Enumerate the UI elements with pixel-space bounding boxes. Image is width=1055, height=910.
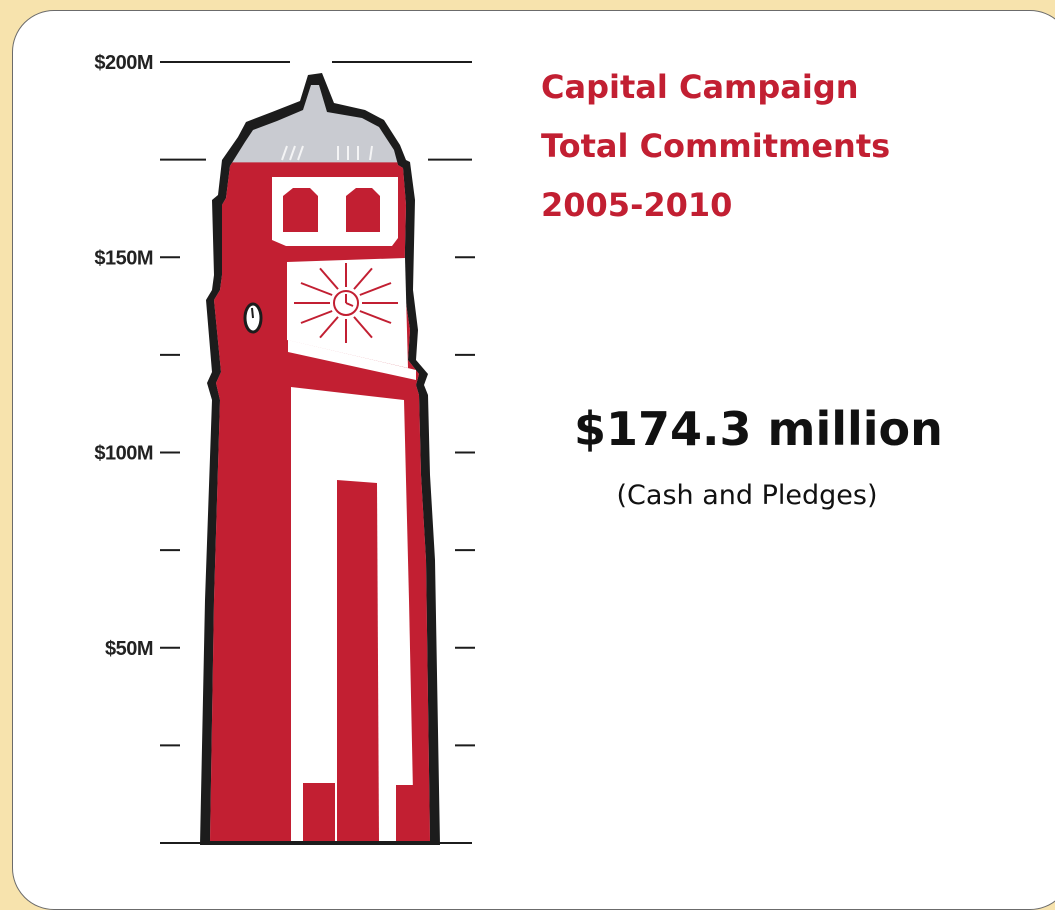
clock-hand xyxy=(345,302,354,307)
tick-label: $50M xyxy=(105,638,153,660)
tick-label: $150M xyxy=(94,247,153,269)
clock-ray xyxy=(359,310,392,324)
total-value: $174.3 million xyxy=(574,402,943,456)
belfry-window-right xyxy=(346,188,380,232)
title-line-2: Total Commitments xyxy=(541,127,891,165)
clock-ledge xyxy=(288,340,416,380)
clock-rays xyxy=(294,263,398,343)
clock-ray xyxy=(319,316,339,339)
tick-label: $200M xyxy=(94,52,153,74)
title-line-3: 2005-2010 xyxy=(541,186,733,224)
base-block-right xyxy=(396,785,428,841)
shaft-slot xyxy=(337,480,379,841)
clock-ray xyxy=(300,282,333,296)
clock-ray xyxy=(353,267,373,290)
side-clock-hand xyxy=(251,307,254,319)
campaign-chart: $200M $150M $100M $50M xyxy=(94,52,475,845)
lattice-stroke xyxy=(289,145,296,161)
clock-ray xyxy=(353,316,373,339)
clock-ray xyxy=(319,267,339,290)
clock-tower-thermometer xyxy=(200,73,440,845)
lattice-stroke xyxy=(297,145,304,161)
lattice-stroke xyxy=(281,145,288,161)
title-line-1: Capital Campaign xyxy=(541,68,859,106)
clock-ray xyxy=(359,282,392,296)
chart-title: Capital Campaign Total Commitments 2005-… xyxy=(541,58,1041,235)
clock-ray xyxy=(300,310,333,324)
lattice-stroke xyxy=(369,145,373,161)
base-block-left xyxy=(303,783,335,841)
belfry-window-left xyxy=(283,188,318,232)
total-note: (Cash and Pledges) xyxy=(616,480,878,511)
cap-lattice xyxy=(281,145,373,161)
tick-label: $100M xyxy=(94,443,153,465)
